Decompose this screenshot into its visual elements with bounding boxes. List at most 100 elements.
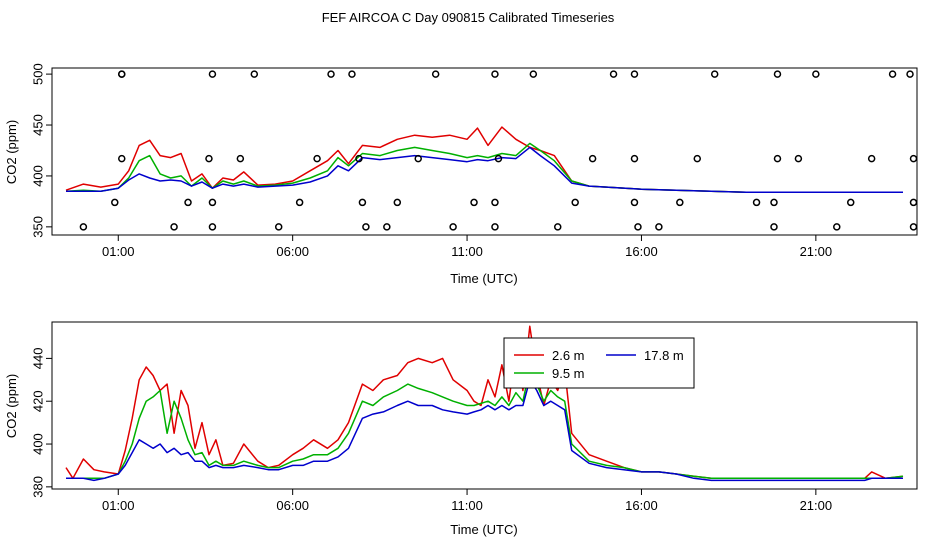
x-tick-label: 11:00	[451, 244, 483, 259]
data-point	[348, 70, 356, 78]
data-point	[208, 223, 217, 231]
data-point	[773, 70, 782, 78]
data-point	[208, 198, 217, 207]
x-tick-label: 01:00	[102, 244, 135, 259]
data-point	[118, 154, 126, 163]
data-point	[888, 70, 897, 78]
data-point	[609, 70, 618, 78]
y-tick-label: 380	[31, 476, 46, 498]
panel-bottom-x-axis: 01:00 06:00 11:00 16:00 21:00	[102, 489, 832, 513]
x-tick-label: 21:00	[800, 498, 833, 513]
panel-bottom-ylabel: CO2 (ppm)	[4, 374, 19, 438]
data-point	[909, 154, 918, 163]
data-point	[236, 154, 245, 163]
y-tick-label: 350	[31, 216, 46, 238]
data-point	[867, 154, 876, 163]
data-point	[383, 223, 391, 231]
data-point	[553, 223, 562, 231]
data-point	[909, 223, 918, 231]
data-point	[79, 223, 88, 231]
panel-bottom-xlabel: Time (UTC)	[450, 522, 517, 537]
data-point	[588, 154, 597, 163]
data-point	[494, 154, 503, 163]
panel-bottom: 380 400 420 440 01:00 06:00 11:00 16:00 21:00 T…	[4, 321, 918, 537]
data-point	[414, 154, 422, 163]
panel-bottom-y-axis: 380 400 420 440	[31, 348, 52, 498]
data-point	[655, 223, 663, 231]
data-point	[812, 70, 820, 78]
x-tick-label: 11:00	[451, 498, 483, 513]
data-point	[274, 223, 283, 231]
data-point	[470, 198, 478, 207]
data-point	[358, 198, 367, 207]
data-point	[313, 154, 321, 163]
legend-box	[503, 337, 695, 389]
y-tick-label: 400	[31, 433, 46, 455]
data-point	[170, 223, 178, 231]
panel-bottom-frame	[51, 321, 918, 490]
y-tick-label: 400	[31, 165, 46, 187]
data-point	[491, 223, 499, 231]
data-point	[362, 223, 370, 231]
data-point	[710, 70, 719, 78]
data-point	[630, 154, 639, 163]
data-point	[630, 70, 639, 78]
panel-top-x-axis: 01:00 06:00 11:00 16:00 21:00	[102, 235, 832, 259]
x-tick-label: 21:00	[800, 244, 833, 259]
data-point	[773, 154, 782, 163]
y-tick-label: 420	[31, 390, 46, 412]
data-point	[250, 70, 259, 78]
data-point	[449, 223, 457, 231]
legend-label-17-8m: 17.8 m	[644, 348, 684, 363]
series-line-17-8-m	[66, 146, 903, 193]
data-point	[794, 154, 803, 163]
data-point	[770, 198, 778, 207]
data-point	[208, 70, 217, 78]
data-point	[111, 198, 119, 207]
panel-top: 350 400 450 500 01:00 06:00 11:00 16:00 21:00 T…	[4, 63, 918, 286]
data-point	[295, 198, 304, 207]
legend: 2.6 m 9.5 m 17.8 m	[503, 337, 695, 389]
data-point	[571, 198, 579, 207]
data-point	[184, 198, 192, 207]
data-point	[752, 198, 761, 207]
series-line-9-5-m	[65, 142, 903, 193]
legend-label-9-5m: 9.5 m	[552, 366, 585, 381]
panel-top-points	[79, 70, 918, 231]
data-point	[909, 198, 918, 207]
data-point	[491, 70, 499, 78]
data-point	[693, 154, 702, 163]
y-tick-label: 440	[31, 348, 46, 370]
x-tick-label: 01:00	[102, 498, 135, 513]
data-point	[491, 198, 499, 207]
legend-label-2-6m: 2.6 m	[552, 348, 585, 363]
data-point	[327, 70, 335, 78]
series-line-9-5-m	[66, 368, 904, 480]
panel-top-y-axis: 350 400 450 500	[31, 63, 52, 238]
chart-title: FEF AIRCOA C Day 090815 Calibrated Times…	[322, 10, 615, 25]
data-point	[118, 70, 126, 78]
data-point	[770, 223, 778, 231]
data-point	[205, 154, 213, 163]
data-point	[355, 154, 363, 163]
data-point	[846, 198, 855, 207]
panel-top-ylabel: CO2 (ppm)	[4, 120, 19, 184]
data-point	[431, 70, 440, 78]
panel-bottom-series	[65, 325, 904, 482]
data-point	[630, 198, 639, 207]
data-point	[634, 223, 642, 231]
data-point	[393, 198, 402, 207]
x-tick-label: 06:00	[276, 244, 309, 259]
data-point	[676, 198, 684, 207]
x-tick-label: 16:00	[625, 498, 658, 513]
x-tick-label: 06:00	[276, 498, 309, 513]
y-tick-label: 500	[31, 63, 46, 85]
panel-top-series	[65, 126, 903, 193]
panel-top-xlabel: Time (UTC)	[450, 271, 517, 286]
data-point	[906, 70, 914, 78]
y-tick-label: 450	[31, 114, 46, 136]
series-line-17-8-m	[66, 379, 903, 482]
data-point	[529, 70, 538, 78]
